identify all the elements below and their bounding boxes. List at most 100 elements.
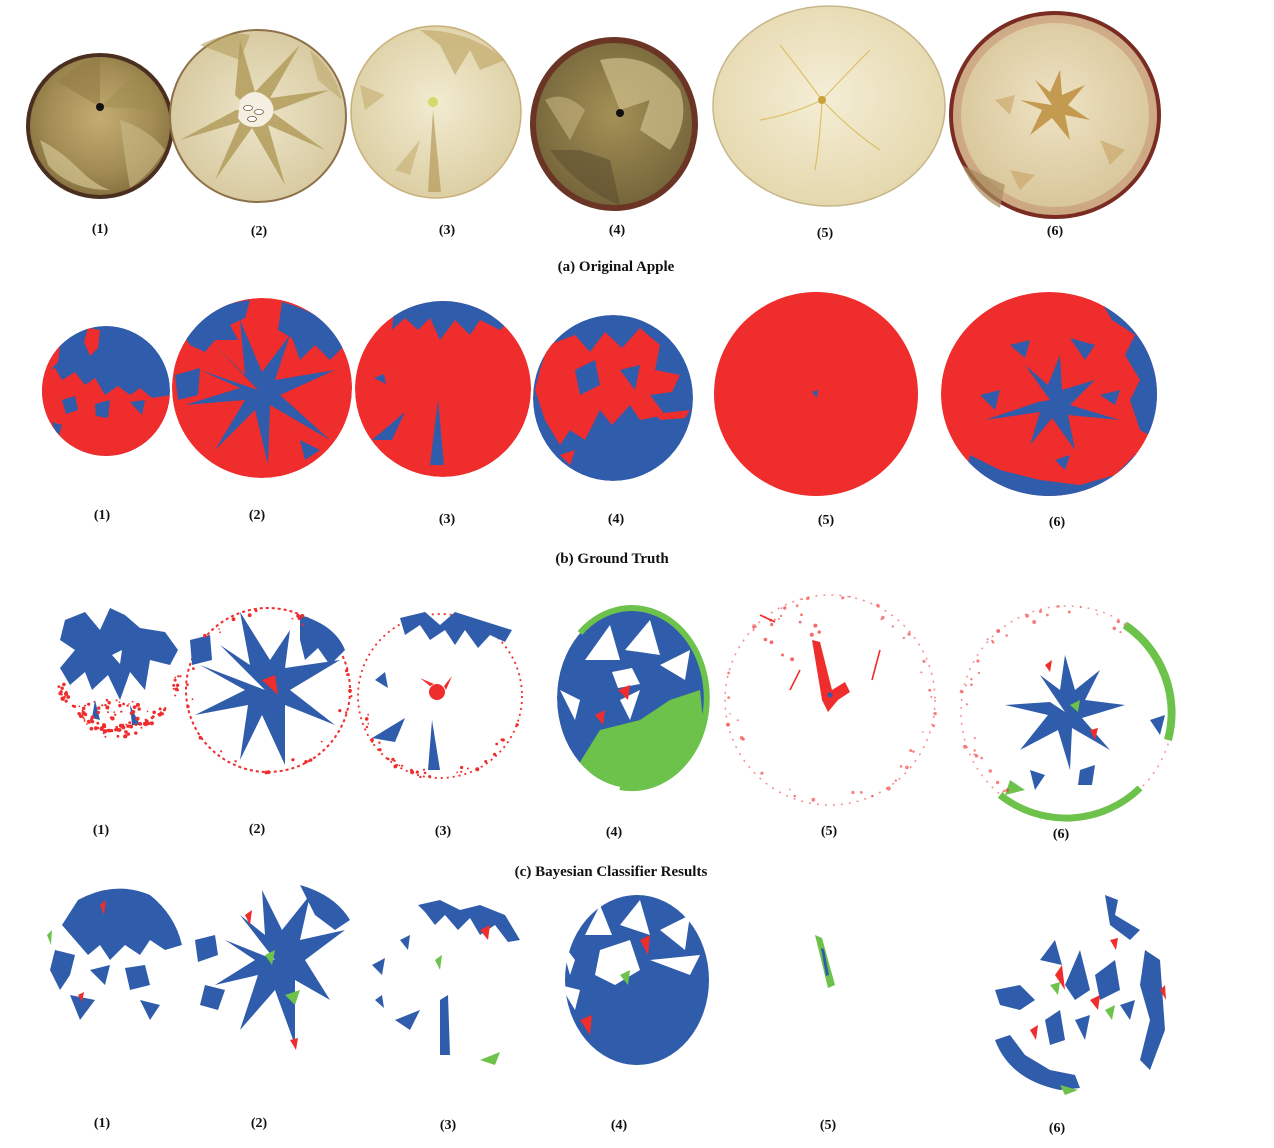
red-speckle [1003,789,1006,793]
apple-flesh-detail [600,58,684,150]
panel-label: (1) [94,508,111,523]
red-speckle [976,659,980,663]
red-speckle [755,626,757,628]
blue-region [130,400,145,415]
red-speckle [364,717,369,721]
red-speckle [422,768,426,771]
red-speckle [770,622,774,627]
red-speckle [849,595,851,598]
red-speckle [817,630,821,634]
red-speckle [304,760,308,764]
red-speckle [729,712,731,715]
red-speckle [1046,613,1049,617]
red-speckle [963,744,967,749]
row-caption: (c) Bayesian Classifier Results [515,864,708,880]
red-speckle [191,698,194,701]
red-speckle [460,770,463,773]
panel-label: (5) [821,824,838,839]
red-speckle [115,725,118,729]
apple-flesh-detail [953,15,1157,215]
white-region [660,915,690,950]
apple-flesh-detail [120,120,165,188]
blue-region [375,672,388,688]
red-speckle [727,671,731,675]
red-speckle [928,688,932,692]
red-speckle [769,618,773,622]
panel-label: (4) [608,512,625,527]
red-speckle [291,617,294,620]
apple-flesh-detail [1100,140,1125,165]
red-speckle [118,703,122,708]
red-speckle [1067,610,1071,614]
red-speckle [393,764,398,769]
apple-flesh-detail [577,605,710,792]
red-speckle [492,752,497,756]
red-region [245,910,252,925]
apple-1-panel-d [47,888,182,1020]
red-speckle [423,771,427,775]
panel-label: (4) [611,1118,628,1133]
red-speckle [346,673,349,676]
red-speckle [769,640,774,645]
red-speckle [899,765,903,768]
blue-region [575,360,600,395]
red-speckle [114,728,117,732]
blue-region [190,635,212,665]
blue-region [300,440,320,460]
blue-region [1105,895,1140,940]
white-region [112,650,122,664]
red-speckle [1005,634,1008,637]
red-speckle [177,675,180,678]
red-speckle [902,636,906,640]
blue-region [300,885,350,930]
red-speckle [391,757,395,761]
blue-region [92,700,100,720]
red-speckle [320,740,323,743]
blue-region [70,995,95,1020]
red-speckle [930,696,933,698]
panel-label: (1) [94,1116,111,1131]
red-speckle [247,613,252,618]
red-speckle [905,765,909,770]
red-speckle [365,725,369,729]
red-speckle [809,632,814,637]
red-speckle [81,706,86,711]
red-speckle [97,706,101,710]
red-speckle [763,637,768,642]
apple-2-bayesian-result [185,607,353,775]
red-speckle [1119,631,1122,634]
red-speckle [912,750,915,753]
apple-2-ground-truth [172,298,352,478]
red-speckle [220,750,223,753]
blue-region [195,612,340,765]
red-speckle [90,715,95,719]
red-speckle [348,688,352,693]
red-speckle [63,691,69,697]
red-speckle [813,623,818,628]
row-d-results: (1) (2) (3) (4) (5) (6) [47,885,1166,1136]
apple-flesh-detail [995,95,1015,115]
apple-flesh-detail [357,613,523,779]
red-region [84,328,100,356]
red-speckle [974,754,979,758]
blue-region [215,890,345,1045]
red-region [535,328,680,445]
apple-flesh-detail [818,96,826,104]
blue-region [1140,950,1165,1070]
red-speckle [965,703,969,706]
apple-5-ground-truth [714,292,918,496]
blue-region [375,995,384,1008]
red-speckle [1112,626,1117,631]
apple-flesh-detail [759,614,881,691]
red-speckle [811,797,816,802]
red-speckle [932,724,936,728]
red-speckle [922,659,926,663]
blue-region [827,692,833,698]
blue-region [1070,338,1095,360]
blue-region [1055,455,1070,470]
red-speckle [500,738,504,742]
red-speckle [886,786,891,791]
red-speckle [1032,620,1037,624]
red-speckle [106,728,109,732]
